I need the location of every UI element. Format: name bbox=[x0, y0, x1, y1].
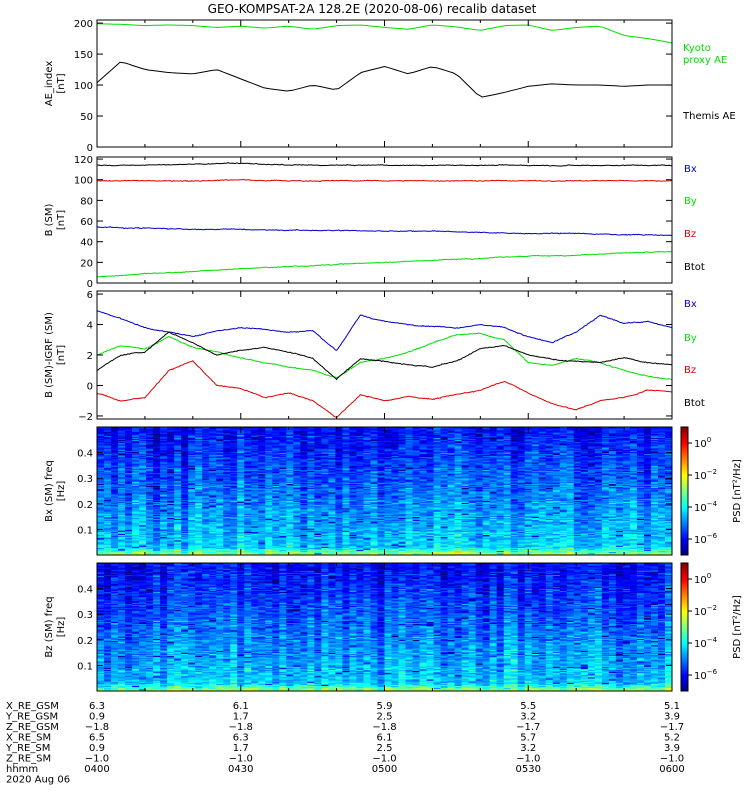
b-ylabel-unit: [nT] bbox=[56, 210, 67, 230]
ae-ytick-label: 150 bbox=[74, 50, 93, 61]
db-ytick-label: 2 bbox=[87, 351, 93, 362]
ae-ytick-label: 50 bbox=[80, 112, 93, 123]
legend-db-series-bz: Bz bbox=[684, 365, 696, 376]
db-series-bz bbox=[97, 361, 672, 418]
bxspec-cells bbox=[97, 427, 672, 555]
db-series-bx bbox=[97, 311, 672, 351]
ae-frame bbox=[97, 20, 672, 147]
legend-ae-series-kyoto-proxy-ae: Kyoto bbox=[683, 43, 711, 54]
legend-b-series-by: By bbox=[684, 196, 697, 207]
b-ytick-label: 20 bbox=[80, 258, 93, 269]
figure: GEO-KOMPSAT-2A 128.2E (2020-08-06) recal… bbox=[0, 0, 750, 800]
figure-title: GEO-KOMPSAT-2A 128.2E (2020-08-06) recal… bbox=[208, 2, 537, 16]
db-ytick-label: 0 bbox=[87, 381, 93, 392]
ae-series-themis-ae bbox=[97, 62, 672, 97]
b-series-bx bbox=[97, 227, 672, 236]
legend-ae-series-kyoto-proxy-ae: proxy AE bbox=[683, 55, 727, 66]
ae-ytick-label: 200 bbox=[74, 19, 93, 30]
legend-ae-series-themis-ae: Themis AE bbox=[682, 111, 736, 122]
b-series-btot bbox=[97, 163, 672, 167]
panel-db: −2 0 2 4 6 B (SM)-IGRF (SM) [nT] bbox=[44, 290, 672, 423]
ae-ylabel: AE_index bbox=[44, 61, 55, 107]
b-ytick-label: 80 bbox=[80, 196, 93, 207]
db-ytick-label: 4 bbox=[87, 321, 93, 332]
ae-ytick-label: 100 bbox=[74, 81, 93, 92]
b-frame bbox=[97, 157, 672, 283]
b-ytick-label: 100 bbox=[74, 176, 93, 187]
b-series-by bbox=[97, 251, 672, 277]
legend-db-series-by: By bbox=[684, 333, 697, 344]
db-frame bbox=[97, 291, 672, 419]
db-series bbox=[97, 311, 672, 418]
ae-ylabel-unit: [nT] bbox=[56, 73, 67, 93]
legend-b-series-bz: Bz bbox=[684, 229, 696, 240]
legend-b-series-btot: Btot bbox=[684, 262, 705, 273]
ae-ytick-label: 0 bbox=[87, 143, 93, 154]
db-ylabel-unit: [nT] bbox=[56, 345, 67, 365]
b-ylabel: B (SM) bbox=[44, 203, 55, 236]
panel-b: 0 20 40 60 80 100 120 B (SM) [nT] bbox=[44, 155, 672, 290]
b-ytick-label: 0 bbox=[87, 279, 93, 290]
legend-db-series-bx: Bx bbox=[684, 299, 697, 310]
db-series-by bbox=[97, 333, 672, 379]
legend-db-series-btot: Btot bbox=[684, 398, 705, 409]
db-ylabel: B (SM)-IGRF (SM) bbox=[44, 312, 55, 398]
ae-series bbox=[97, 24, 672, 97]
b-ytick-label: 120 bbox=[74, 155, 93, 166]
db-ytick-label: −2 bbox=[78, 412, 93, 423]
b-ytick-label: 60 bbox=[80, 217, 93, 228]
b-series-bz bbox=[97, 180, 672, 182]
db-series-btot bbox=[97, 332, 672, 380]
ae-series-kyoto-proxy-ae bbox=[97, 24, 672, 43]
b-series bbox=[97, 163, 672, 277]
db-ytick-label: 6 bbox=[87, 290, 93, 301]
panel-ae: 0 50 100 150 200 AE_index [nT] bbox=[44, 19, 672, 154]
legend-b-series-bx: Bx bbox=[684, 164, 697, 175]
b-ytick-label: 40 bbox=[80, 238, 93, 249]
